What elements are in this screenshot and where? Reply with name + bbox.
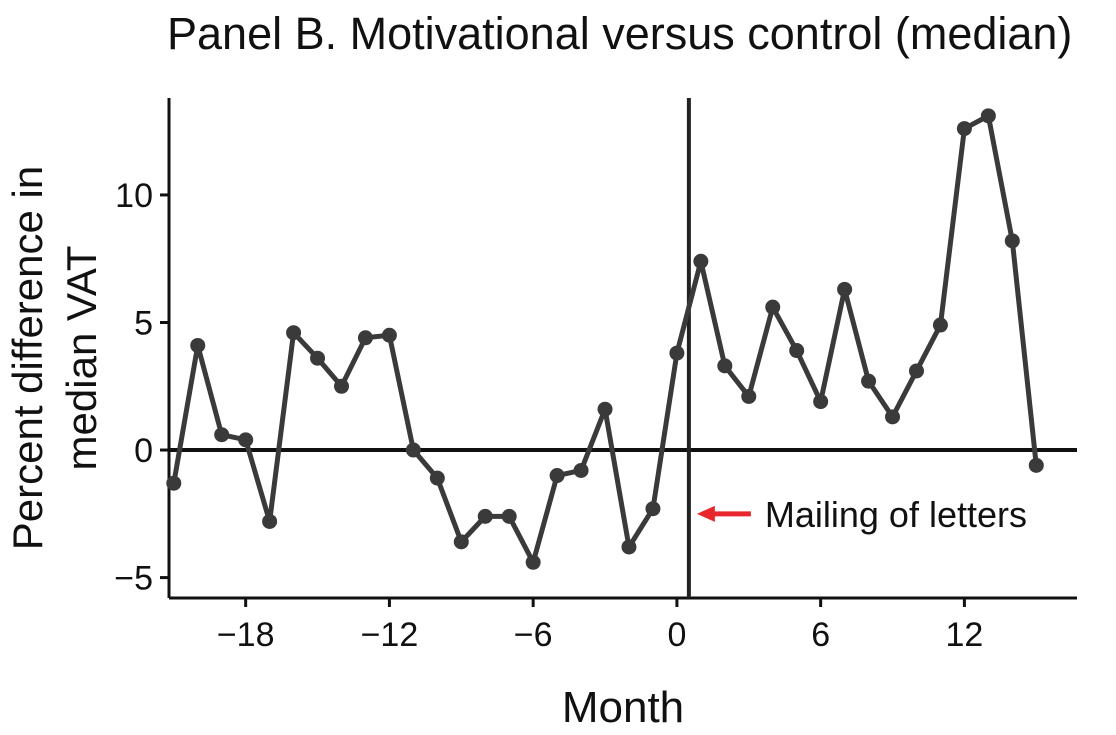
- y-tick-label: −5: [114, 560, 153, 598]
- data-point: [645, 501, 661, 517]
- data-point: [333, 378, 349, 394]
- annotation-label: Mailing of letters: [765, 494, 1027, 535]
- data-point: [932, 317, 948, 333]
- x-tick-label: 6: [811, 616, 830, 654]
- annotation-arrow-head: [696, 505, 715, 522]
- y-tick-label: 0: [134, 432, 153, 470]
- data-point: [166, 475, 182, 491]
- data-point: [1004, 233, 1020, 249]
- chart-title: Panel B. Motivational versus control (me…: [167, 8, 1073, 59]
- data-point: [837, 281, 853, 297]
- data-point: [669, 345, 685, 361]
- data-point: [214, 427, 230, 443]
- x-tick-label: −6: [514, 616, 553, 654]
- data-point: [956, 121, 972, 137]
- data-point: [813, 394, 829, 410]
- x-tick-label: 0: [667, 616, 686, 654]
- x-tick-label: −18: [217, 616, 275, 654]
- data-point: [980, 108, 996, 124]
- data-point: [477, 508, 493, 524]
- y-axis-label: Percent difference in: [4, 166, 51, 550]
- x-axis-label: Month: [562, 683, 684, 732]
- data-point: [597, 401, 613, 417]
- data-point: [789, 343, 805, 359]
- x-tick-label: 12: [945, 616, 983, 654]
- data-point: [765, 299, 781, 315]
- data-point: [621, 539, 637, 555]
- data-point: [501, 508, 517, 524]
- data-point: [357, 330, 373, 346]
- data-point: [693, 253, 709, 269]
- data-point: [861, 373, 877, 389]
- data-point: [741, 388, 757, 404]
- data-point: [381, 327, 397, 343]
- data-point: [573, 462, 589, 478]
- y-tick-label: 10: [115, 177, 153, 215]
- data-point: [453, 534, 469, 550]
- y-tick-label: 5: [134, 304, 153, 342]
- data-point: [1028, 457, 1044, 473]
- reference-lines: [169, 98, 1077, 598]
- data-point: [525, 554, 541, 570]
- data-point: [549, 468, 565, 484]
- y-axis-label: median VAT: [58, 246, 105, 471]
- data-point: [286, 325, 302, 341]
- data-point: [429, 470, 445, 486]
- data-point: [190, 337, 206, 353]
- data-point: [885, 409, 901, 425]
- data-point: [717, 358, 733, 374]
- axes: −5 0 5 10 −18 −12 −6 0 6 12: [114, 98, 1077, 654]
- x-tick-label: −12: [361, 616, 419, 654]
- data-point: [405, 442, 421, 458]
- data-point: [310, 350, 326, 366]
- data-point: [238, 432, 254, 448]
- labels-layer: Month Percent difference in median VAT Mail…: [4, 166, 1027, 732]
- data-point: [262, 513, 278, 529]
- data-point: [908, 363, 924, 379]
- series-layer: [166, 108, 1044, 570]
